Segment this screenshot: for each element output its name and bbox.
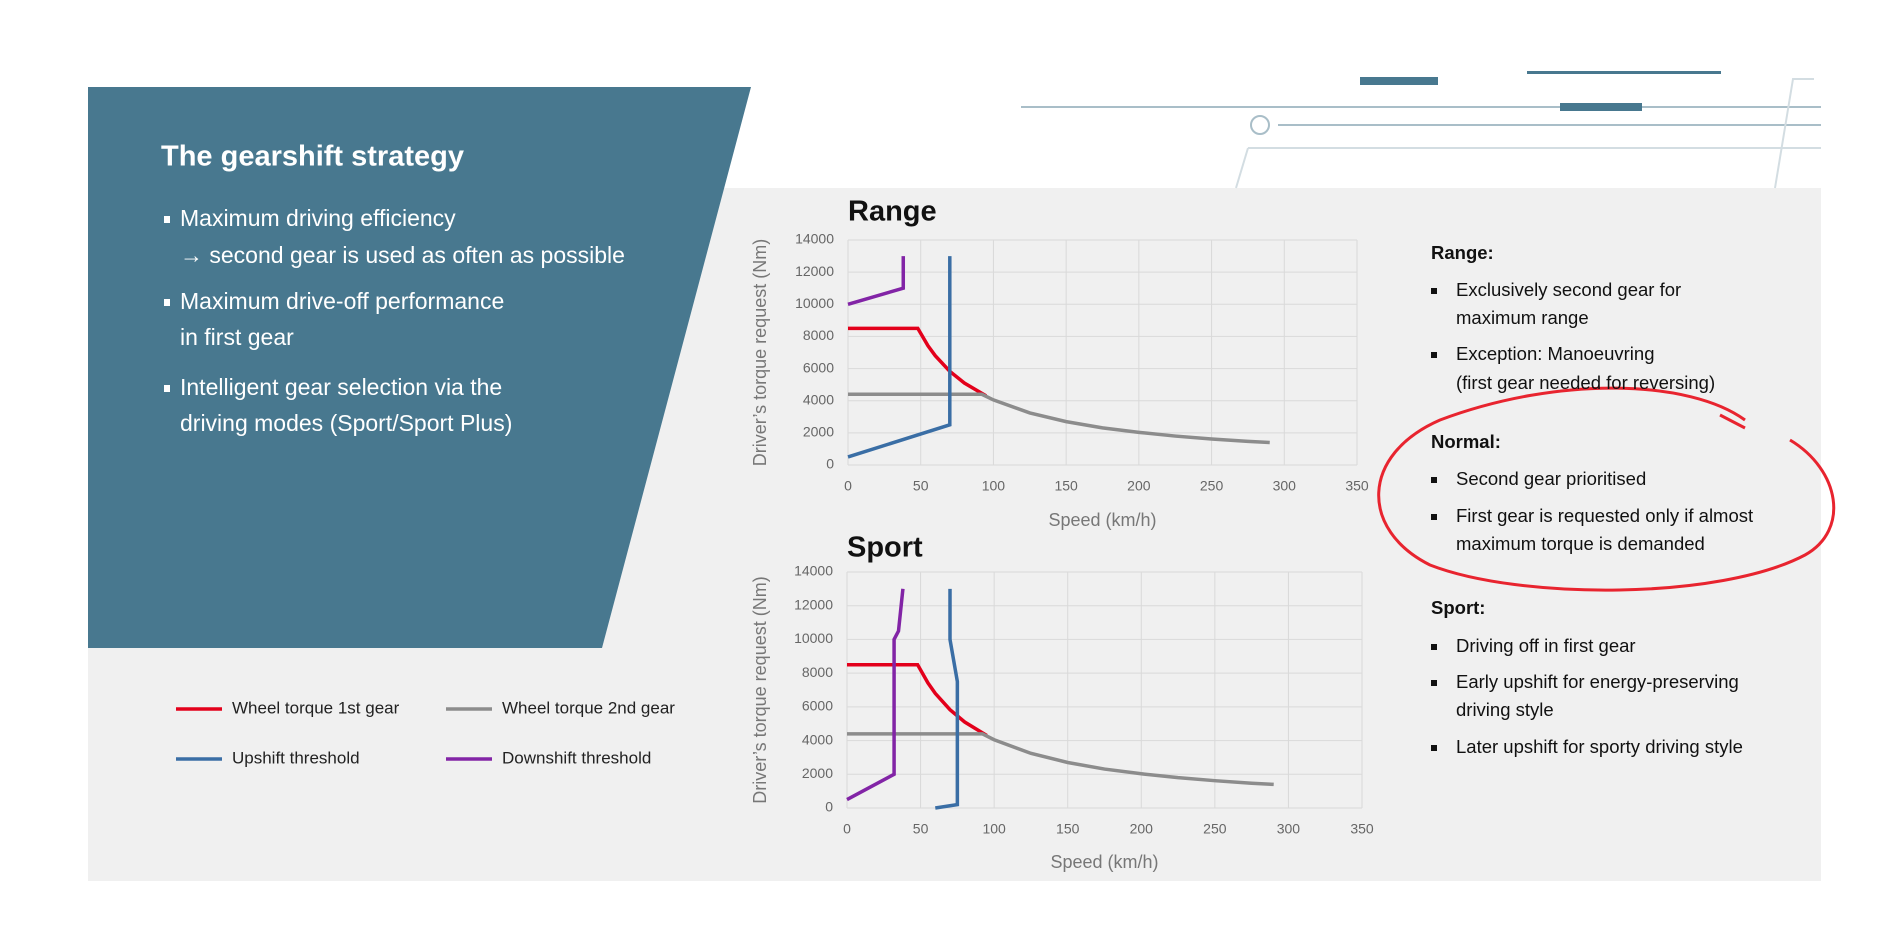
series-line: [935, 588, 960, 810]
y-tick-label: 8000: [803, 327, 834, 343]
annotation-circle: [1377, 386, 1836, 592]
chart-title: Sport: [847, 532, 923, 564]
note-heading: Range:: [1431, 242, 1494, 263]
note-text: Early upshift for energy-preserving: [1456, 671, 1739, 692]
x-tick-label: 300: [1277, 821, 1301, 837]
note-text: Exclusively second gear for: [1456, 279, 1681, 300]
y-axis-label: Driver’s torque request (Nm): [750, 576, 770, 803]
y-tick-label: 2000: [802, 765, 833, 781]
x-tick-label: 100: [982, 821, 1006, 837]
bullet-marker: [1431, 680, 1437, 686]
series-line: [847, 732, 1274, 787]
series-line: [847, 662, 988, 738]
note-text: maximum range: [1456, 307, 1589, 328]
note-text: Later upshift for sporty driving style: [1456, 736, 1743, 757]
bullet-text: → second gear is used as often as possib…: [180, 242, 625, 268]
bullet-marker: [1431, 352, 1437, 358]
y-tick-label: 0: [826, 456, 834, 472]
note-text: First gear is requested only if almost: [1456, 505, 1753, 526]
series-line: [848, 326, 988, 398]
x-tick-label: 250: [1203, 821, 1227, 837]
chart-title: Range: [848, 196, 937, 228]
x-tick-label: 250: [1200, 478, 1224, 494]
series-line: [848, 392, 1270, 445]
bullet-marker: [1431, 644, 1437, 650]
bullet-text: in first gear: [180, 324, 294, 350]
x-tick-label: 350: [1345, 478, 1369, 494]
slide-title: The gearshift strategy: [161, 141, 464, 173]
decoration: [1021, 71, 1821, 189]
y-tick-label: 14000: [794, 563, 833, 579]
legend-label: Downshift threshold: [502, 748, 651, 767]
x-tick-label: 350: [1350, 821, 1374, 837]
y-tick-label: 0: [825, 799, 833, 815]
bullet-text: Maximum driving efficiency: [180, 205, 456, 231]
bullet-text: Intelligent gear selection via the: [180, 374, 502, 400]
x-tick-label: 150: [1056, 821, 1080, 837]
bullet-text: Maximum drive-off performance: [180, 288, 504, 314]
y-tick-label: 10000: [795, 295, 834, 311]
legend-label: Upshift threshold: [232, 748, 360, 767]
note-text: Second gear prioritised: [1456, 468, 1646, 489]
bullet-marker: [164, 216, 170, 223]
x-tick-label: 200: [1130, 821, 1154, 837]
note-text: driving style: [1456, 699, 1554, 720]
y-tick-label: 4000: [803, 391, 834, 407]
series-line: [847, 256, 952, 459]
x-axis-label: Speed (km/h): [1050, 852, 1158, 872]
x-tick-label: 200: [1127, 478, 1151, 494]
y-tick-label: 2000: [803, 424, 834, 440]
x-tick-label: 50: [913, 478, 929, 494]
note-text: (first gear needed for reversing): [1456, 372, 1715, 393]
y-tick-label: 4000: [802, 731, 833, 747]
bullet-text: driving modes (Sport/Sport Plus): [180, 410, 512, 436]
x-tick-label: 0: [844, 478, 852, 494]
y-tick-label: 8000: [802, 664, 833, 680]
series-line: [846, 588, 905, 802]
title-panel: [88, 87, 751, 648]
bullet-marker: [1431, 477, 1437, 483]
x-tick-label: 150: [1054, 478, 1078, 494]
y-tick-label: 14000: [795, 231, 834, 247]
y-tick-label: 6000: [802, 698, 833, 714]
y-tick-label: 12000: [794, 596, 833, 612]
bullet-marker: [164, 385, 170, 392]
y-tick-label: 12000: [795, 263, 834, 279]
x-tick-label: 50: [913, 821, 929, 837]
x-tick-label: 0: [843, 821, 851, 837]
bullet-marker: [1431, 745, 1437, 751]
legend-label: Wheel torque 2nd gear: [502, 698, 675, 717]
note-heading: Sport:: [1431, 597, 1485, 618]
y-tick-label: 10000: [794, 630, 833, 646]
note-text: Driving off in first gear: [1456, 635, 1636, 656]
legend-label: Wheel torque 1st gear: [232, 698, 400, 717]
note-text: Exception: Manoeuvring: [1456, 343, 1654, 364]
bullet-marker: [164, 299, 170, 306]
note-text: maximum torque is demanded: [1456, 533, 1705, 554]
x-tick-label: 100: [982, 478, 1006, 494]
y-tick-label: 6000: [803, 359, 834, 375]
note-heading: Normal:: [1431, 431, 1501, 452]
bullet-marker: [1431, 288, 1437, 294]
series-line: [847, 256, 906, 306]
bullet-marker: [1431, 514, 1437, 520]
x-axis-label: Speed (km/h): [1048, 510, 1156, 530]
y-axis-label: Driver’s torque request (Nm): [750, 239, 770, 466]
x-tick-label: 300: [1273, 478, 1297, 494]
